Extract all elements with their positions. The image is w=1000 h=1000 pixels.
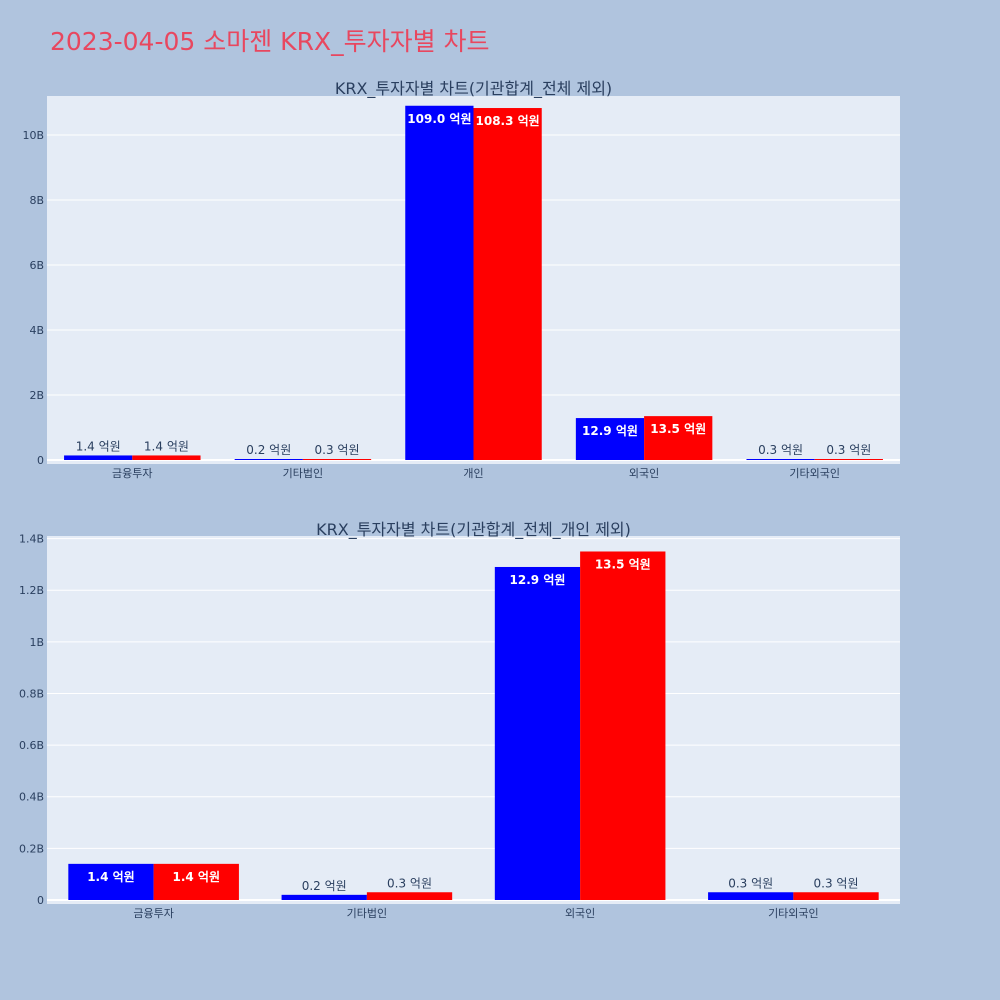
bar bbox=[580, 551, 666, 900]
bar bbox=[132, 455, 201, 460]
y-tick-label: 0 bbox=[37, 894, 44, 907]
data-label: 13.5 억원 bbox=[650, 422, 706, 436]
y-tick-label: 0.6B bbox=[19, 739, 44, 752]
data-label: 0.2 억원 bbox=[246, 443, 291, 457]
data-label: 12.9 억원 bbox=[582, 424, 638, 438]
x-tick-label: 기타외국인 bbox=[768, 907, 819, 920]
data-label: 1.4 억원 bbox=[76, 439, 121, 453]
y-tick-label: 1.2B bbox=[19, 584, 44, 597]
chart-2: 0 0.2B 0.4B 0.6B 0.8B 1B 1.2B 1.4B KRX_투자자별 차트(기… bbox=[19, 520, 900, 920]
chart-title: KRX_투자자별 차트(기관합계_전체 제외) bbox=[335, 79, 612, 99]
data-label: 0.3 억원 bbox=[758, 443, 803, 457]
data-label: 0.3 억원 bbox=[387, 876, 432, 890]
bar bbox=[814, 459, 883, 460]
bar bbox=[644, 416, 713, 460]
bar bbox=[366, 892, 453, 900]
bar bbox=[575, 418, 645, 460]
y-tick-label: 1.4B bbox=[19, 533, 44, 546]
data-label: 0.3 억원 bbox=[814, 876, 859, 890]
bar bbox=[494, 566, 581, 900]
bar bbox=[64, 455, 133, 460]
data-label: 108.3 억원 bbox=[476, 114, 540, 128]
data-label: 1.4 억원 bbox=[87, 870, 135, 884]
bar bbox=[405, 105, 474, 460]
x-tick-label: 기타법인 bbox=[283, 467, 323, 480]
x-tick-label: 기타외국인 bbox=[789, 467, 840, 480]
bar bbox=[473, 108, 542, 461]
x-tick-label: 외국인 bbox=[629, 467, 659, 480]
y-tick-label: 2B bbox=[29, 389, 44, 402]
bar bbox=[153, 863, 239, 900]
data-label: 13.5 억원 bbox=[595, 557, 651, 571]
data-label: 109.0 억원 bbox=[407, 112, 471, 126]
x-tick-label: 외국인 bbox=[565, 907, 595, 920]
y-tick-label: 0.8B bbox=[19, 687, 44, 700]
chart-1: 0 2B 4B 6B 8B 10B KRX_투자자별 차트(기관합계_전체 제외) 금융투자 1… bbox=[22, 79, 900, 480]
data-label: 12.9 억원 bbox=[510, 573, 566, 587]
x-tick-label: 금융투자 bbox=[133, 907, 173, 920]
plot-area bbox=[47, 536, 900, 904]
bar bbox=[68, 863, 154, 900]
y-tick-label: 0.4B bbox=[19, 791, 44, 804]
bar bbox=[281, 894, 367, 900]
y-tick-label: 0.2B bbox=[19, 842, 44, 855]
chart-title: KRX_투자자별 차트(기관합계_전체_개인 제외) bbox=[316, 520, 631, 540]
data-label: 0.3 억원 bbox=[728, 876, 773, 890]
x-tick-label: 금융투자 bbox=[112, 467, 152, 480]
data-label: 0.3 억원 bbox=[826, 443, 871, 457]
data-label: 1.4 억원 bbox=[144, 439, 189, 453]
page-title: 2023-04-05 소마젠 KRX_투자자별 차트 bbox=[50, 27, 490, 56]
x-tick-label: 개인 bbox=[463, 467, 483, 480]
bar bbox=[793, 892, 879, 900]
y-tick-label: 8B bbox=[29, 194, 44, 207]
data-label: 0.2 억원 bbox=[302, 879, 347, 893]
y-tick-label: 0 bbox=[37, 454, 44, 467]
bar bbox=[708, 892, 794, 900]
x-tick-label: 기타법인 bbox=[347, 907, 387, 920]
bar bbox=[234, 459, 303, 460]
bar bbox=[302, 459, 372, 460]
data-label: 0.3 억원 bbox=[315, 443, 360, 457]
data-label: 1.4 억원 bbox=[173, 870, 221, 884]
y-tick-label: 1B bbox=[29, 636, 44, 649]
y-tick-label: 4B bbox=[29, 324, 44, 337]
y-tick-label: 6B bbox=[29, 259, 44, 272]
bar bbox=[746, 459, 815, 460]
y-tick-label: 10B bbox=[22, 129, 44, 142]
